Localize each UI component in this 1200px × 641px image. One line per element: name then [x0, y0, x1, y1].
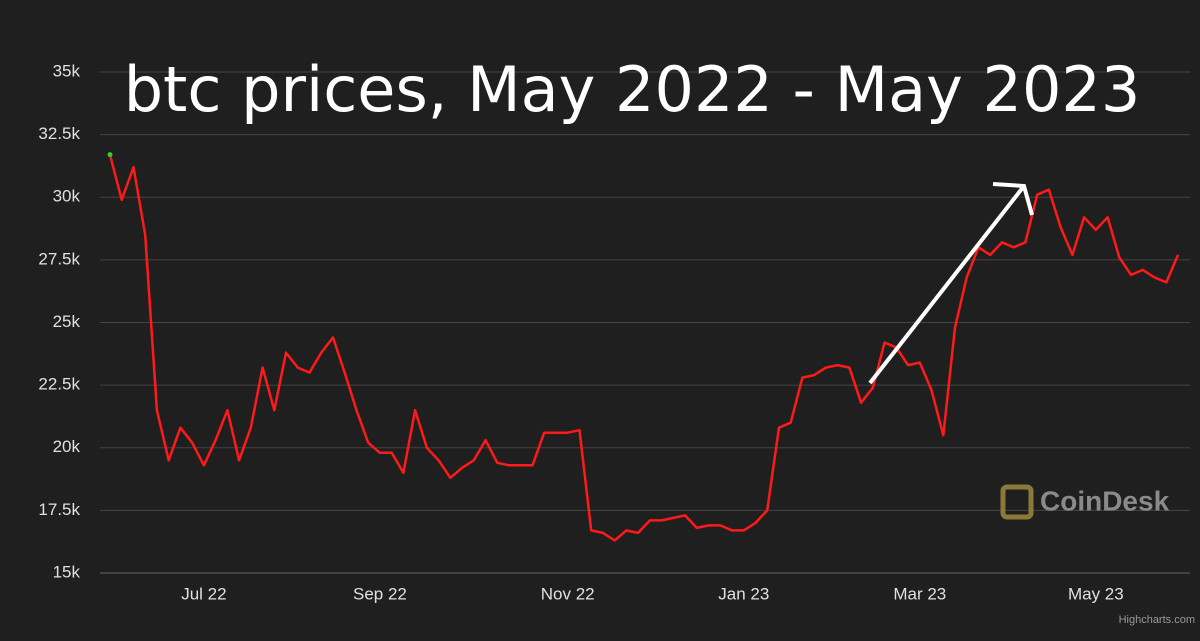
start-marker [107, 152, 113, 158]
chart-title: btc prices, May 2022 - May 2023 [124, 53, 1141, 126]
watermark: CoinDesk [1040, 485, 1170, 516]
y-tick-label: 35k [53, 61, 81, 80]
annotation-arrow [868, 184, 1026, 385]
x-tick-label: Sep 22 [353, 584, 407, 603]
y-tick-label: 17.5k [38, 500, 80, 519]
y-tick-label: 30k [53, 187, 81, 206]
x-tick-label: Jan 23 [718, 584, 769, 603]
logo-icon [1000, 484, 1034, 520]
y-tick-label: 22.5k [38, 375, 80, 394]
y-tick-label: 20k [53, 437, 81, 456]
y-tick-label: 32.5k [38, 124, 80, 143]
price-line [108, 154, 1180, 542]
credit: Highcharts.com [1119, 614, 1195, 626]
x-tick-label: Nov 22 [541, 584, 595, 603]
y-tick-label: 15k [53, 562, 81, 581]
annotation-arrowhead [992, 182, 1034, 216]
x-tick-label: Jul 22 [181, 584, 226, 603]
x-tick-label: Mar 23 [893, 584, 946, 603]
y-tick-label: 27.5k [38, 249, 80, 268]
y-tick-label: 25k [53, 312, 81, 331]
x-tick-label: May 23 [1068, 584, 1124, 603]
